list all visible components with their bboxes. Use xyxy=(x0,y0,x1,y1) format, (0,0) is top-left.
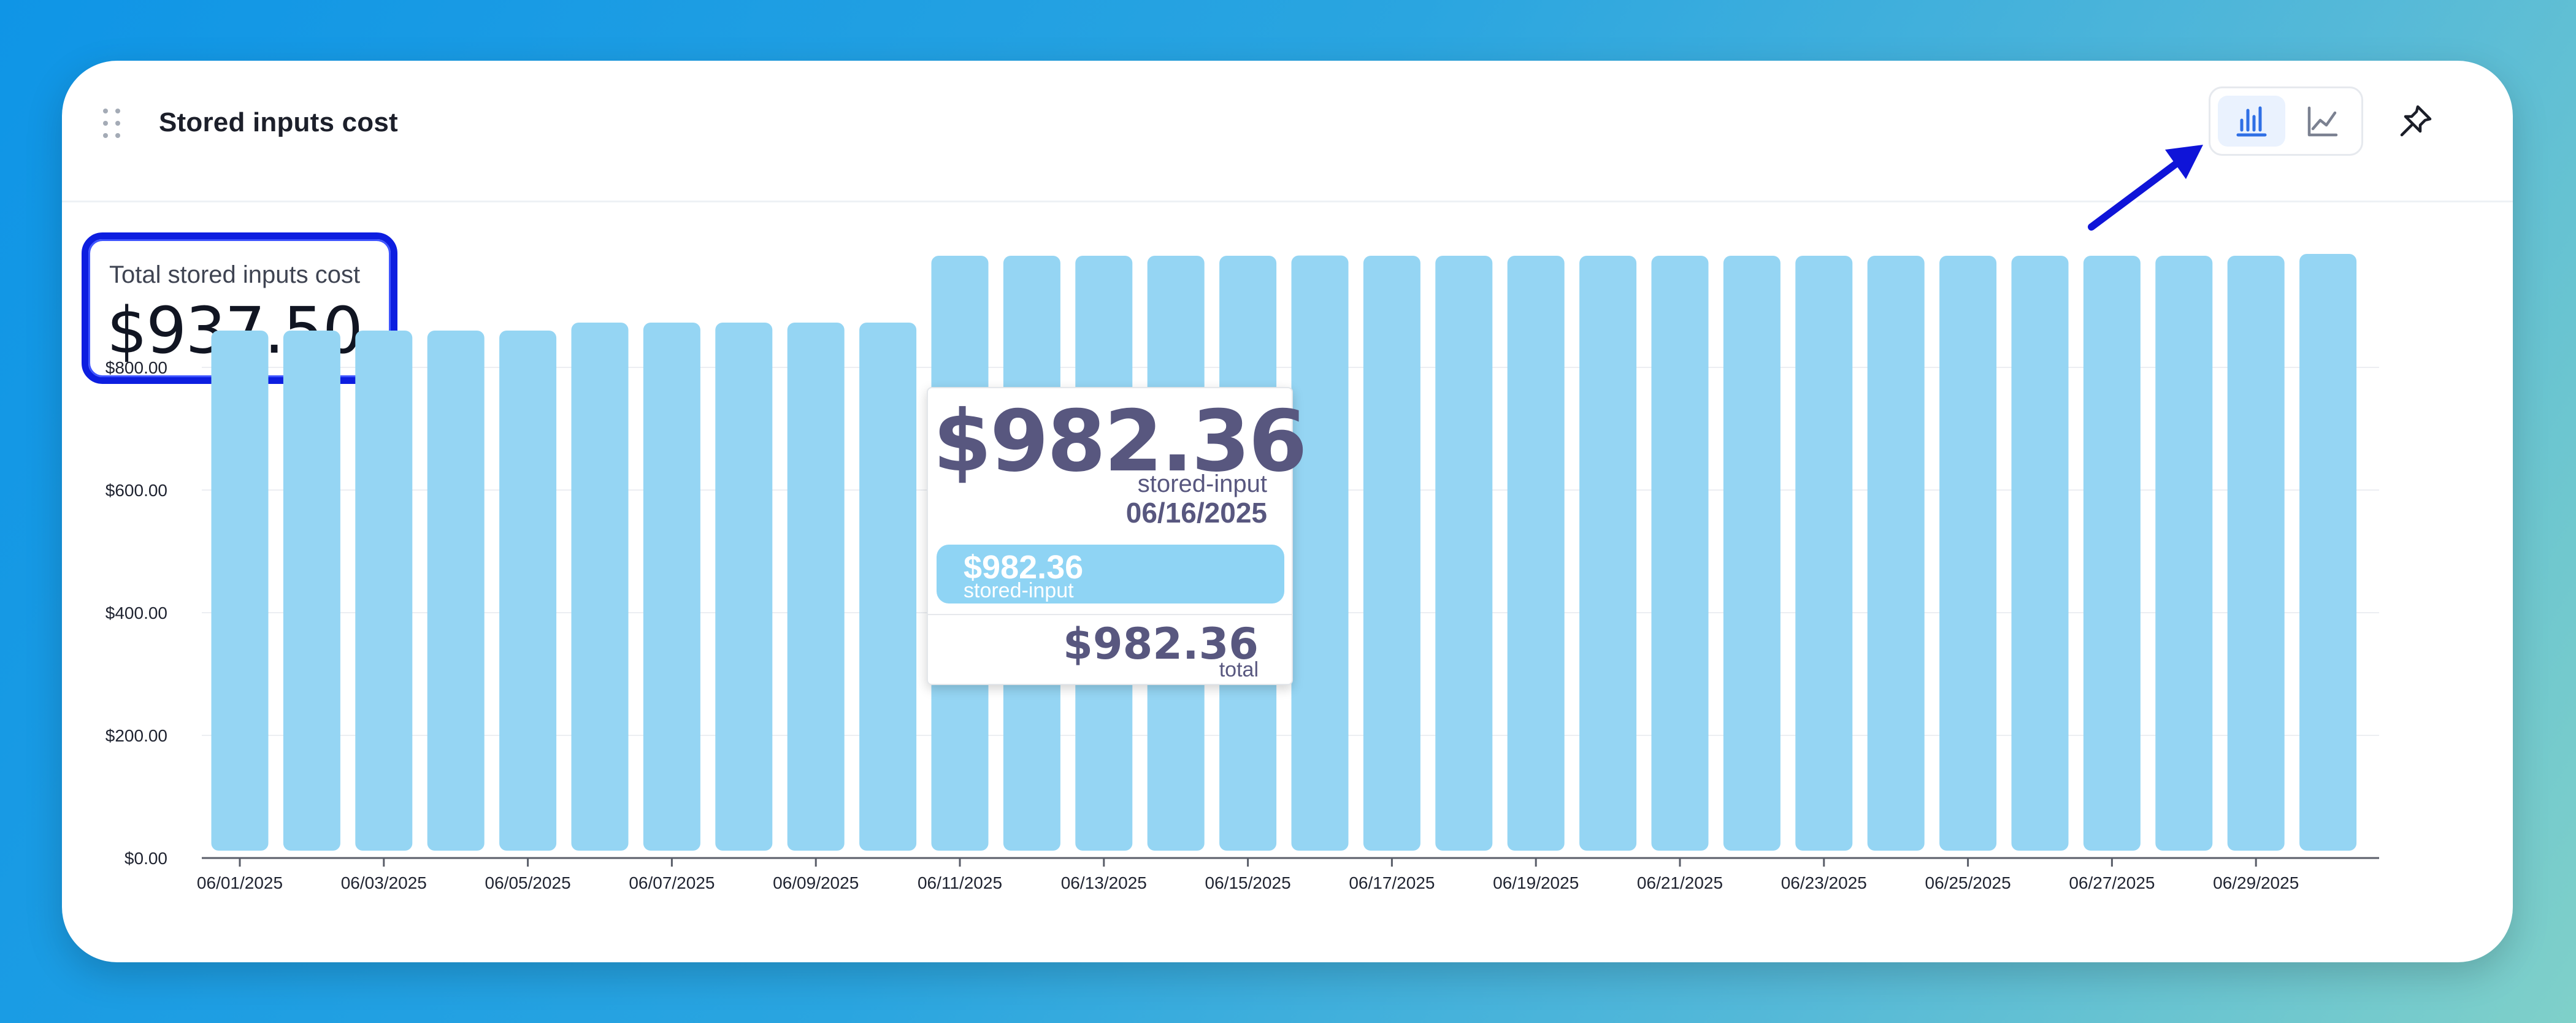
pin-icon xyxy=(2400,105,2432,137)
tooltip-series-pill: $982.36 stored-input xyxy=(937,545,1284,603)
tooltip-total-value: $982.36 xyxy=(1063,619,1259,669)
bar-06-23-2025[interactable] xyxy=(1795,256,1853,851)
bar-06-05-2025[interactable] xyxy=(499,331,557,851)
x-tick-label: 06/11/2025 xyxy=(918,873,1002,892)
bar-06-17-2025[interactable] xyxy=(1363,256,1420,851)
chart-y-axis: $0.00 $200.00 $400.00 $600.00 $800.00 xyxy=(105,358,167,868)
bar-06-19-2025[interactable] xyxy=(1507,256,1565,851)
tooltip-divider xyxy=(928,614,1292,615)
tooltip-series: stored-input xyxy=(1137,470,1267,497)
x-tick-label: 06/23/2025 xyxy=(1781,873,1867,892)
bar-06-20-2025[interactable] xyxy=(1579,256,1637,851)
y-tick-label: $600.00 xyxy=(105,481,167,500)
bar-06-26-2025[interactable] xyxy=(2011,256,2069,851)
y-tick-label: $400.00 xyxy=(105,603,167,623)
bar-06-06-2025[interactable] xyxy=(571,323,629,851)
bar-06-30-2025[interactable] xyxy=(2299,254,2357,851)
bar-06-22-2025[interactable] xyxy=(1723,256,1781,851)
x-tick-label: 06/03/2025 xyxy=(341,873,427,892)
y-tick-label: $800.00 xyxy=(105,358,167,377)
x-tick-label: 06/09/2025 xyxy=(773,873,859,892)
x-tick-label: 06/13/2025 xyxy=(1061,873,1147,892)
x-tick-label: 06/05/2025 xyxy=(485,873,571,892)
kpi-label: Total stored inputs cost xyxy=(109,261,361,288)
bar-06-01-2025[interactable] xyxy=(211,331,269,851)
bar-06-10-2025[interactable] xyxy=(859,323,917,851)
bar-06-16-2025[interactable] xyxy=(1291,255,1349,851)
x-tick-label: 06/19/2025 xyxy=(1493,873,1579,892)
bar-06-25-2025[interactable] xyxy=(1939,256,1997,851)
line-chart-view-button[interactable] xyxy=(2289,96,2356,147)
stored-inputs-cost-card: Stored inputs cost xyxy=(62,61,2513,962)
bar-06-21-2025[interactable] xyxy=(1651,256,1709,851)
x-tick-label: 06/01/2025 xyxy=(197,873,283,892)
bar-06-02-2025[interactable] xyxy=(283,331,340,851)
bar-chart-icon xyxy=(2236,106,2267,136)
x-tick-label: 06/25/2025 xyxy=(1925,873,2011,892)
bar-06-08-2025[interactable] xyxy=(715,323,773,851)
x-tick-label: 06/21/2025 xyxy=(1637,873,1723,892)
y-tick-label: $200.00 xyxy=(105,726,167,745)
drag-handle-icon[interactable] xyxy=(103,109,121,138)
bar-06-07-2025[interactable] xyxy=(643,323,700,851)
tooltip-total-label: total xyxy=(1219,658,1259,681)
tooltip-pill-value: $982.36 xyxy=(964,549,1084,586)
x-tick-label: 06/15/2025 xyxy=(1205,873,1291,892)
bar-06-29-2025[interactable] xyxy=(2227,256,2285,851)
bar-06-18-2025[interactable] xyxy=(1435,256,1493,851)
bar-06-09-2025[interactable] xyxy=(787,323,845,851)
bar-06-03-2025[interactable] xyxy=(355,331,413,851)
line-chart-icon xyxy=(2307,106,2338,136)
tooltip-date: 06/16/2025 xyxy=(1125,497,1267,529)
pin-button[interactable] xyxy=(2393,99,2438,144)
y-tick-label: $0.00 xyxy=(125,849,167,868)
x-tick-label: 06/29/2025 xyxy=(2213,873,2299,892)
chart-type-toggle xyxy=(2209,86,2363,156)
card-title: Stored inputs cost xyxy=(159,107,398,137)
bar-06-24-2025[interactable] xyxy=(1867,256,1925,851)
bar-06-28-2025[interactable] xyxy=(2155,256,2213,851)
tooltip-value: $982.36 xyxy=(933,392,1308,491)
chart-x-tick-labels: 06/01/2025 06/03/2025 06/05/2025 06/07/2025… xyxy=(197,873,2299,892)
card-header: Stored inputs cost xyxy=(62,61,2513,202)
tooltip-pill-series: stored-input xyxy=(964,579,1074,602)
x-tick-label: 06/07/2025 xyxy=(629,873,715,892)
bar-06-27-2025[interactable] xyxy=(2083,256,2141,851)
bar-06-04-2025[interactable] xyxy=(427,331,485,851)
x-tick-label: 06/17/2025 xyxy=(1349,873,1435,892)
x-tick-label: 06/27/2025 xyxy=(2069,873,2155,892)
bar-chart-view-button[interactable] xyxy=(2218,96,2285,147)
chart-tooltip: $982.36 stored-input 06/16/2025 $982.36 … xyxy=(927,387,1308,685)
chart-x-axis xyxy=(202,857,2379,867)
